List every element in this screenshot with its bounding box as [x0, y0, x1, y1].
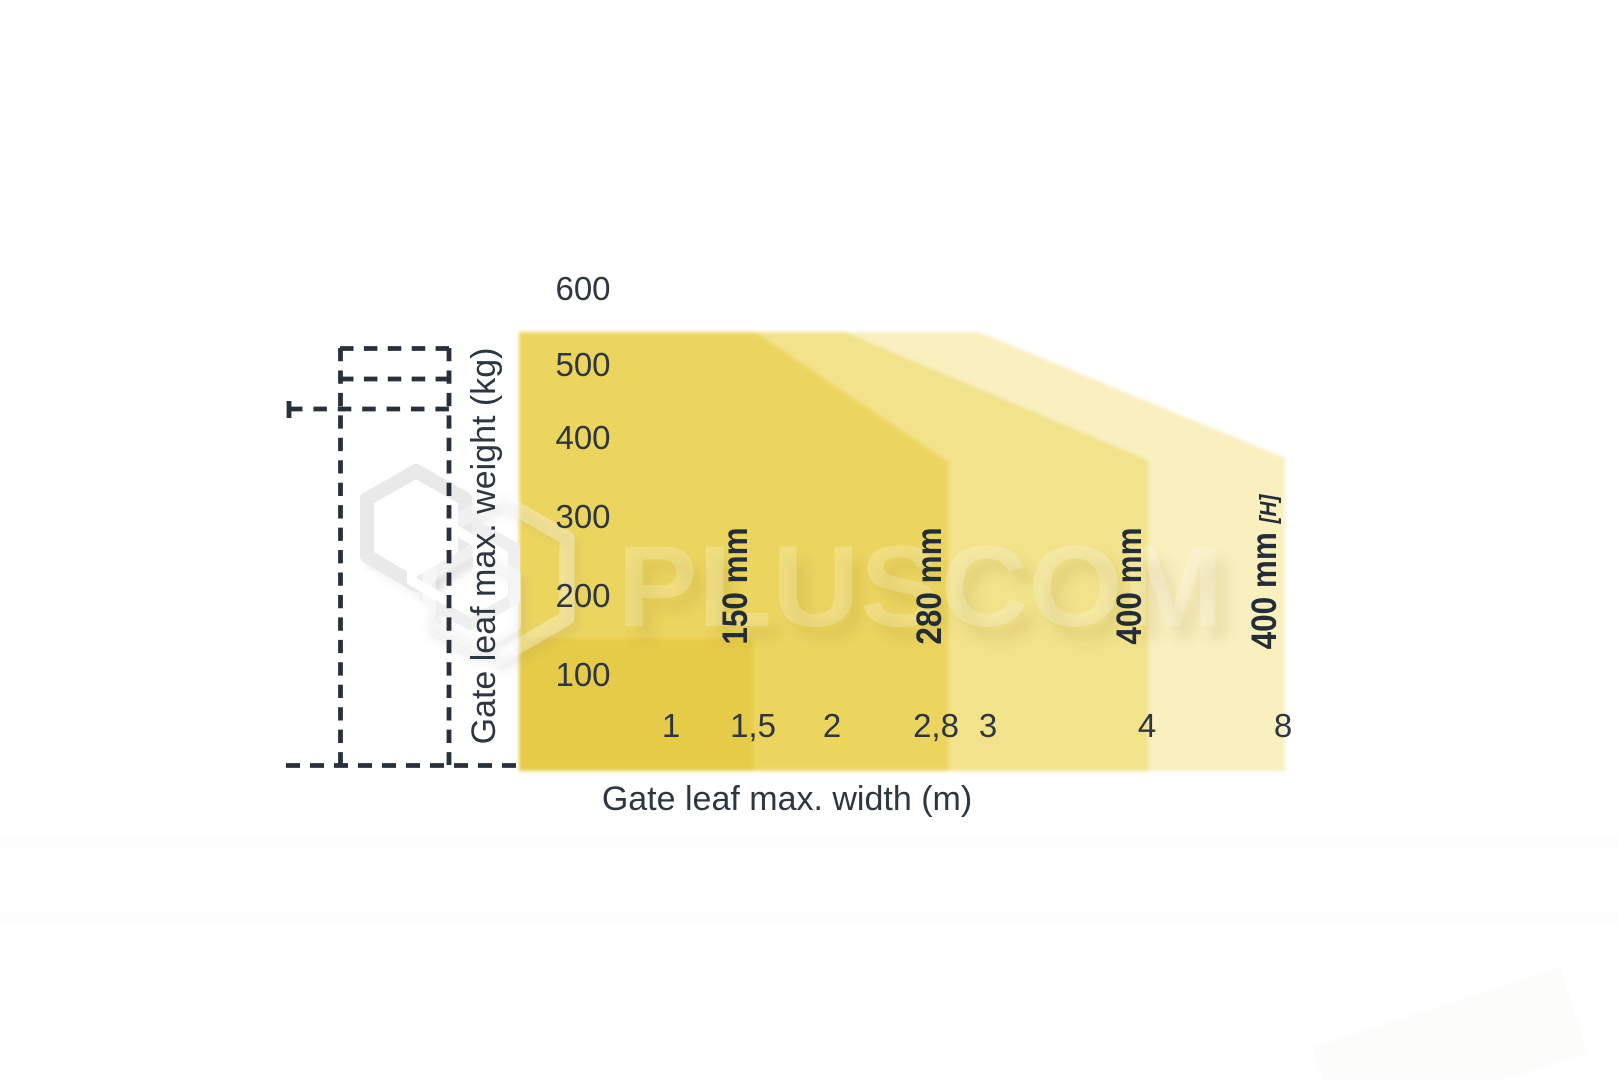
- svg-text:Gate leaf max. width (m): Gate leaf max. width (m): [602, 780, 972, 818]
- svg-text:2: 2: [823, 707, 841, 744]
- svg-text:2,8: 2,8: [913, 707, 959, 744]
- svg-text:8: 8: [1274, 707, 1292, 744]
- svg-text:300: 300: [555, 498, 610, 535]
- svg-text:1,5: 1,5: [730, 707, 776, 744]
- svg-text:600: 600: [555, 270, 610, 307]
- svg-text:400 mm: 400 mm: [1111, 527, 1150, 644]
- svg-text:3: 3: [979, 707, 997, 744]
- svg-text:Gate leaf max. weight (kg): Gate leaf max. weight (kg): [465, 348, 503, 745]
- svg-text:500: 500: [555, 346, 610, 383]
- svg-text:200: 200: [555, 577, 610, 614]
- svg-text:400: 400: [555, 419, 610, 456]
- svg-text:1: 1: [662, 707, 680, 744]
- svg-text:280 mm: 280 mm: [911, 527, 950, 644]
- svg-text:150 mm: 150 mm: [717, 527, 756, 644]
- svg-text:100: 100: [555, 656, 610, 693]
- svg-text:PLUSCOM: PLUSCOM: [628, 536, 1235, 664]
- svg-text:PLUSCOM: PLUSCOM: [617, 523, 1224, 651]
- svg-text:4: 4: [1138, 707, 1156, 744]
